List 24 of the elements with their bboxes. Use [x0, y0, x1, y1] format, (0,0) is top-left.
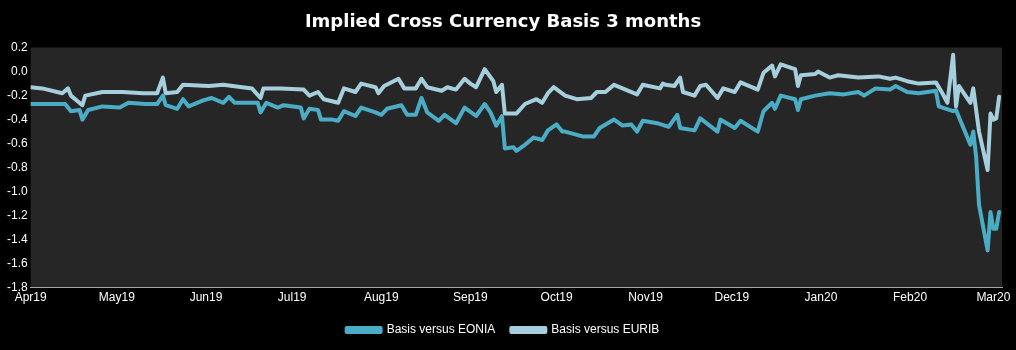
y-tick-label: 0.2	[10, 39, 28, 54]
x-tick-label: Sep19	[453, 290, 489, 305]
x-tick-label: May19	[98, 290, 136, 305]
x-tick-label: Aug19	[363, 290, 399, 305]
x-tick-label: Dec19	[714, 290, 750, 305]
y-tick-label: -0.8	[6, 159, 28, 174]
chart-title: Implied Cross Currency Basis 3 months	[304, 10, 702, 32]
x-tick-label: Jun19	[189, 290, 223, 305]
legend-label: Basis versus EONIA	[386, 322, 496, 337]
y-tick-label: -0.6	[6, 135, 28, 150]
y-tick-label: -1.6	[6, 255, 28, 270]
y-tick-label: -0.4	[6, 111, 28, 126]
y-tick-label: -1.0	[6, 183, 28, 198]
y-tick-label: 0.0	[10, 63, 28, 78]
y-tick-label: -1.2	[6, 207, 28, 222]
y-tick-label: -1.4	[6, 231, 28, 246]
x-tick-label: Mar20	[976, 290, 1011, 305]
x-tick-label: Jul19	[277, 290, 307, 305]
x-tick-label: Oct19	[540, 290, 573, 305]
x-tick-label: Feb20	[893, 290, 928, 305]
x-tick-label: Jan20	[804, 290, 838, 305]
x-tick-label: Nov19	[628, 290, 664, 305]
legend-label: Basis versus EURIB	[551, 322, 660, 337]
y-tick-label: -0.2	[6, 87, 28, 102]
